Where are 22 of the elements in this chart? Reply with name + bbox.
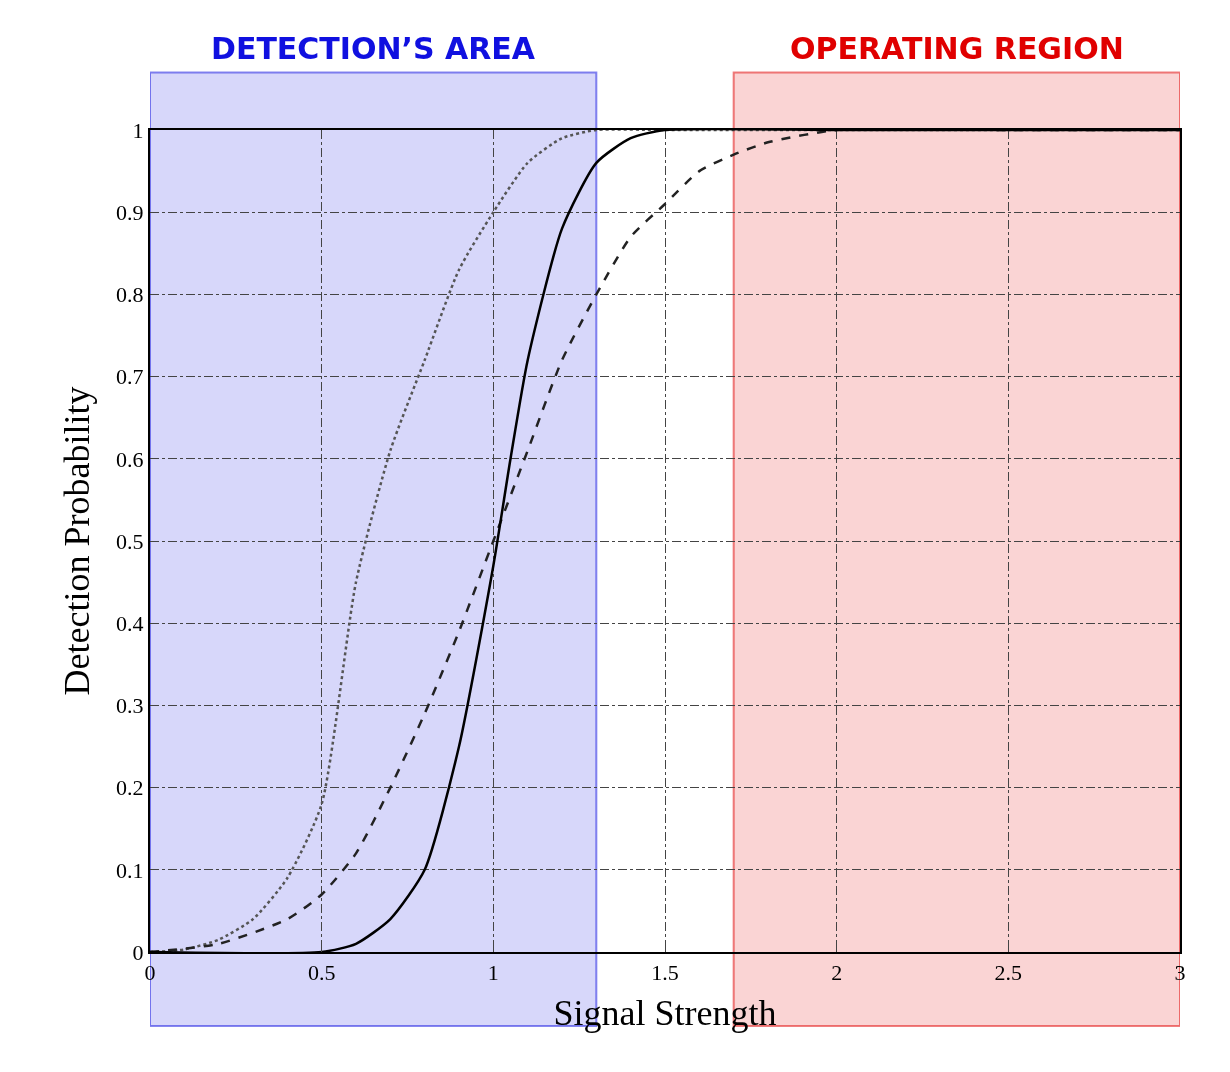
y-tick-label: 0.3 — [116, 693, 144, 719]
y-tick-label: 0.4 — [116, 610, 144, 636]
x-tick-label: 3 — [1174, 960, 1186, 986]
y-tick-label: 1 — [132, 117, 144, 143]
y-tick-label: 0.9 — [116, 199, 144, 225]
x-tick-label: 0.5 — [307, 960, 336, 986]
y-tick-label: 0.1 — [116, 857, 144, 883]
line-series — [150, 130, 1180, 952]
band-label: DETECTION’S AREA — [211, 31, 536, 66]
y-tick-label: 0.7 — [116, 364, 144, 390]
x-tick-label: 1.5 — [651, 960, 679, 986]
y-tick-label: 0 — [132, 939, 144, 965]
band-label: OPERATING REGION — [790, 31, 1124, 66]
x-tick-label: 2.5 — [994, 960, 1023, 986]
x-tick-label: 1 — [487, 960, 499, 986]
x-tick-label: 2 — [831, 960, 843, 986]
y-axis-title: Detection Probability — [57, 386, 98, 696]
x-axis-title: Signal Strength — [553, 992, 777, 1033]
y-tick-label: 0.2 — [116, 775, 144, 801]
y-tick-label: 0.8 — [116, 282, 144, 308]
y-tick-label: 0.5 — [116, 528, 144, 554]
y-tick-label: 0.6 — [116, 446, 144, 472]
